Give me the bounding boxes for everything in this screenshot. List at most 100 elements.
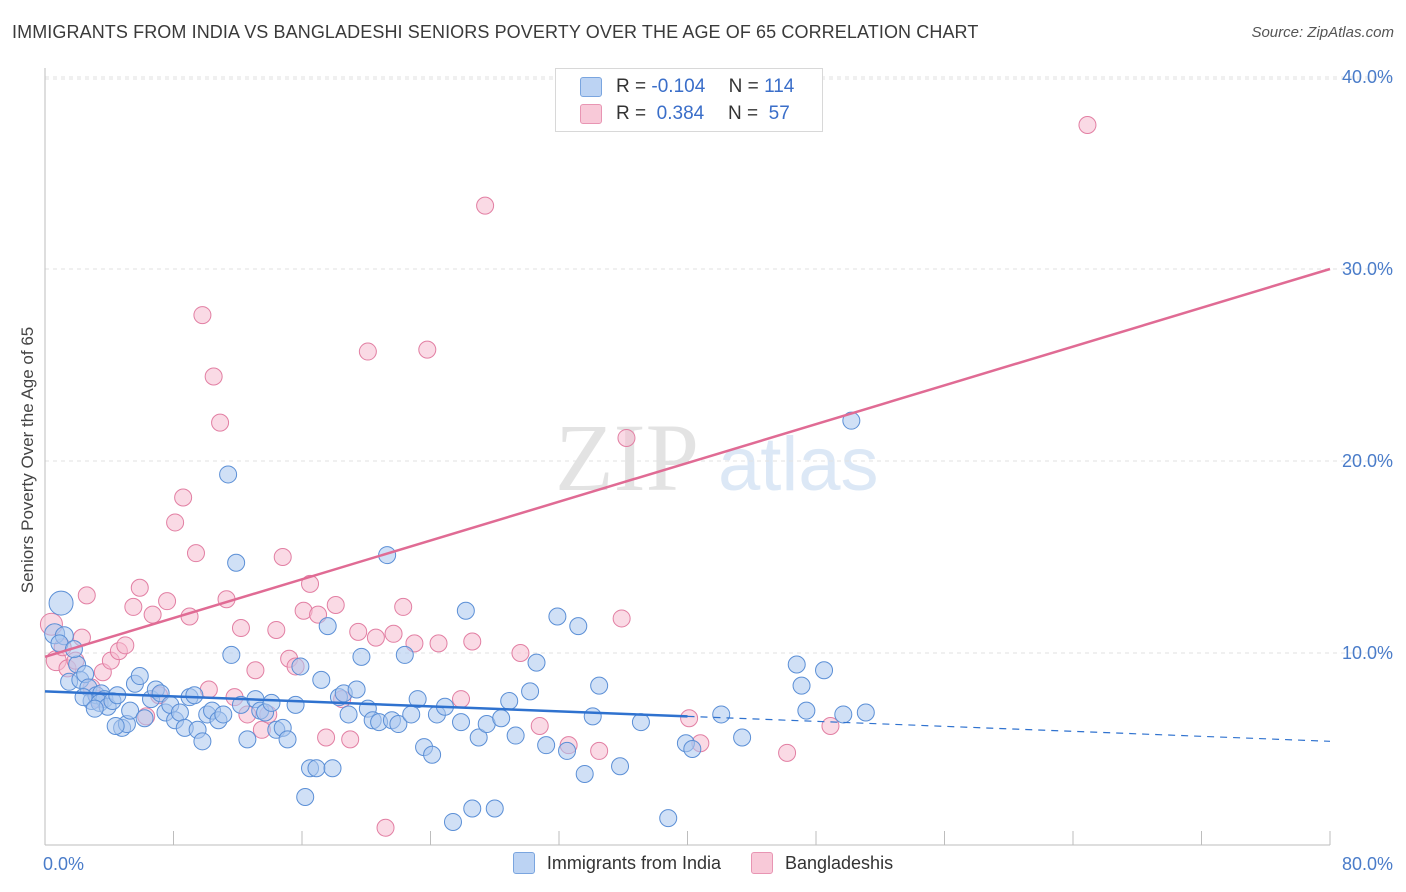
point-points-india-94 xyxy=(583,707,602,726)
point-points-india-79 xyxy=(456,601,475,620)
point-points-bangla-40 xyxy=(309,605,328,624)
point-points-india-89 xyxy=(537,736,556,755)
watermark: ZIP atlas xyxy=(555,404,879,511)
point-points-bangla-53 xyxy=(429,634,448,653)
gridlines xyxy=(45,76,1392,654)
point-points-india-39 xyxy=(222,645,241,664)
point-points-india-93 xyxy=(575,764,594,783)
point-points-india-84 xyxy=(492,709,511,728)
legend-r-label: R = xyxy=(616,103,647,124)
point-points-india-25 xyxy=(151,684,170,703)
series-legend-india: Immigrants from India xyxy=(512,852,721,874)
point-points-india-56 xyxy=(312,670,331,689)
point-points-india-95 xyxy=(590,676,609,695)
point-points-india-58 xyxy=(323,759,342,778)
point-points-bangla-67 xyxy=(1078,116,1097,134)
point-points-bangla-50 xyxy=(394,597,413,616)
watermark-atlas: atlas xyxy=(718,422,879,507)
point-points-india-55 xyxy=(307,759,326,778)
correlation-legend: R = -0.104 N = 114 R = 0.384 N = 57 xyxy=(555,68,823,132)
y-tick-label-20: 20.0% xyxy=(1342,451,1393,471)
point-points-bangla-14 xyxy=(130,578,149,597)
point-points-india-87 xyxy=(521,682,540,701)
point-points-india-105 xyxy=(797,701,816,720)
legend-swatch-india xyxy=(580,77,602,97)
legend-n-label: N = xyxy=(728,76,759,97)
chart-title: IMMIGRANTS FROM INDIA VS BANGLADESHI SEN… xyxy=(12,22,979,42)
point-points-bangla-13 xyxy=(124,597,143,616)
point-points-bangla-44 xyxy=(341,730,360,749)
point-points-india-109 xyxy=(856,703,875,722)
point-points-bangla-35 xyxy=(273,548,292,566)
point-points-india-63 xyxy=(352,647,371,666)
legend-swatch-bangla xyxy=(580,104,602,124)
point-points-bangla-63 xyxy=(680,709,699,728)
trend-line-india xyxy=(44,690,688,718)
point-points-bangla-46 xyxy=(358,342,377,361)
point-points-india-0 xyxy=(48,590,74,616)
point-points-bangla-56 xyxy=(476,196,495,215)
point-points-bangla-20 xyxy=(174,488,193,507)
point-points-india-22 xyxy=(135,709,154,728)
y-tick-label-30: 30.0% xyxy=(1342,259,1393,279)
point-points-bangla-55 xyxy=(463,632,482,651)
point-points-india-29 xyxy=(170,703,189,722)
point-points-india-88 xyxy=(527,653,546,672)
point-points-bangla-42 xyxy=(326,596,345,614)
point-points-india-71 xyxy=(402,705,421,724)
point-points-bangla-52 xyxy=(418,340,437,359)
point-points-india-104 xyxy=(792,676,811,695)
point-points-india-42 xyxy=(238,730,257,749)
point-points-india-86 xyxy=(506,726,525,745)
point-points-india-92 xyxy=(569,617,588,636)
point-points-india-74 xyxy=(423,745,442,764)
point-points-india-83 xyxy=(485,799,504,818)
x-tick-label-min: 0.0% xyxy=(43,854,84,874)
trend-lines xyxy=(44,267,1331,742)
point-points-india-90 xyxy=(548,607,567,626)
point-points-bangla-57 xyxy=(511,644,530,662)
point-points-bangla-49 xyxy=(384,624,403,643)
point-points-india-100 xyxy=(683,740,702,758)
chart-source: Source: ZipAtlas.com xyxy=(1251,24,1394,41)
point-points-india-112 xyxy=(85,699,104,718)
point-points-india-52 xyxy=(219,465,238,484)
point-points-bangla-6 xyxy=(77,586,96,605)
point-points-india-51 xyxy=(291,657,310,676)
legend-n-value-bangla: 57 xyxy=(768,103,790,124)
point-points-india-72 xyxy=(408,690,427,709)
point-points-bangla-31 xyxy=(246,661,265,680)
point-points-india-98 xyxy=(659,809,678,828)
point-points-bangla-60 xyxy=(590,741,609,760)
point-points-india-81 xyxy=(469,728,488,747)
point-points-india-19 xyxy=(121,701,140,720)
axes xyxy=(44,68,1331,846)
point-points-india-97 xyxy=(631,713,650,732)
point-points-india-40 xyxy=(227,553,246,572)
series-legend-bangla: Bangladeshis xyxy=(750,852,894,874)
point-points-bangla-16 xyxy=(143,605,162,624)
point-points-india-103 xyxy=(787,655,806,674)
point-points-india-69 xyxy=(389,715,408,734)
series-label-bangla: Bangladeshis xyxy=(784,852,894,873)
legend-r-value-india: -0.104 xyxy=(651,76,706,97)
legend-r-label: R = xyxy=(616,76,647,97)
point-points-india-85 xyxy=(500,692,519,710)
point-points-india-70 xyxy=(395,645,414,664)
point-points-india-57 xyxy=(318,617,337,636)
point-points-bangla-39 xyxy=(301,574,320,593)
trend-line-india-extension xyxy=(687,715,1331,742)
point-points-bangla-48 xyxy=(376,818,395,837)
series-swatch-bangla xyxy=(750,852,773,874)
point-points-bangla-45 xyxy=(349,622,368,641)
point-points-bangla-26 xyxy=(211,413,230,432)
point-points-india-46 xyxy=(262,693,281,712)
point-points-bangla-22 xyxy=(186,544,205,563)
point-points-bangla-18 xyxy=(158,592,177,611)
point-points-bangla-34 xyxy=(267,620,286,639)
point-points-india-53 xyxy=(296,788,315,806)
x-tick-label-max: 80.0% xyxy=(1342,854,1393,874)
point-points-bangla-23 xyxy=(193,306,212,325)
point-points-bangla-19 xyxy=(166,513,185,532)
